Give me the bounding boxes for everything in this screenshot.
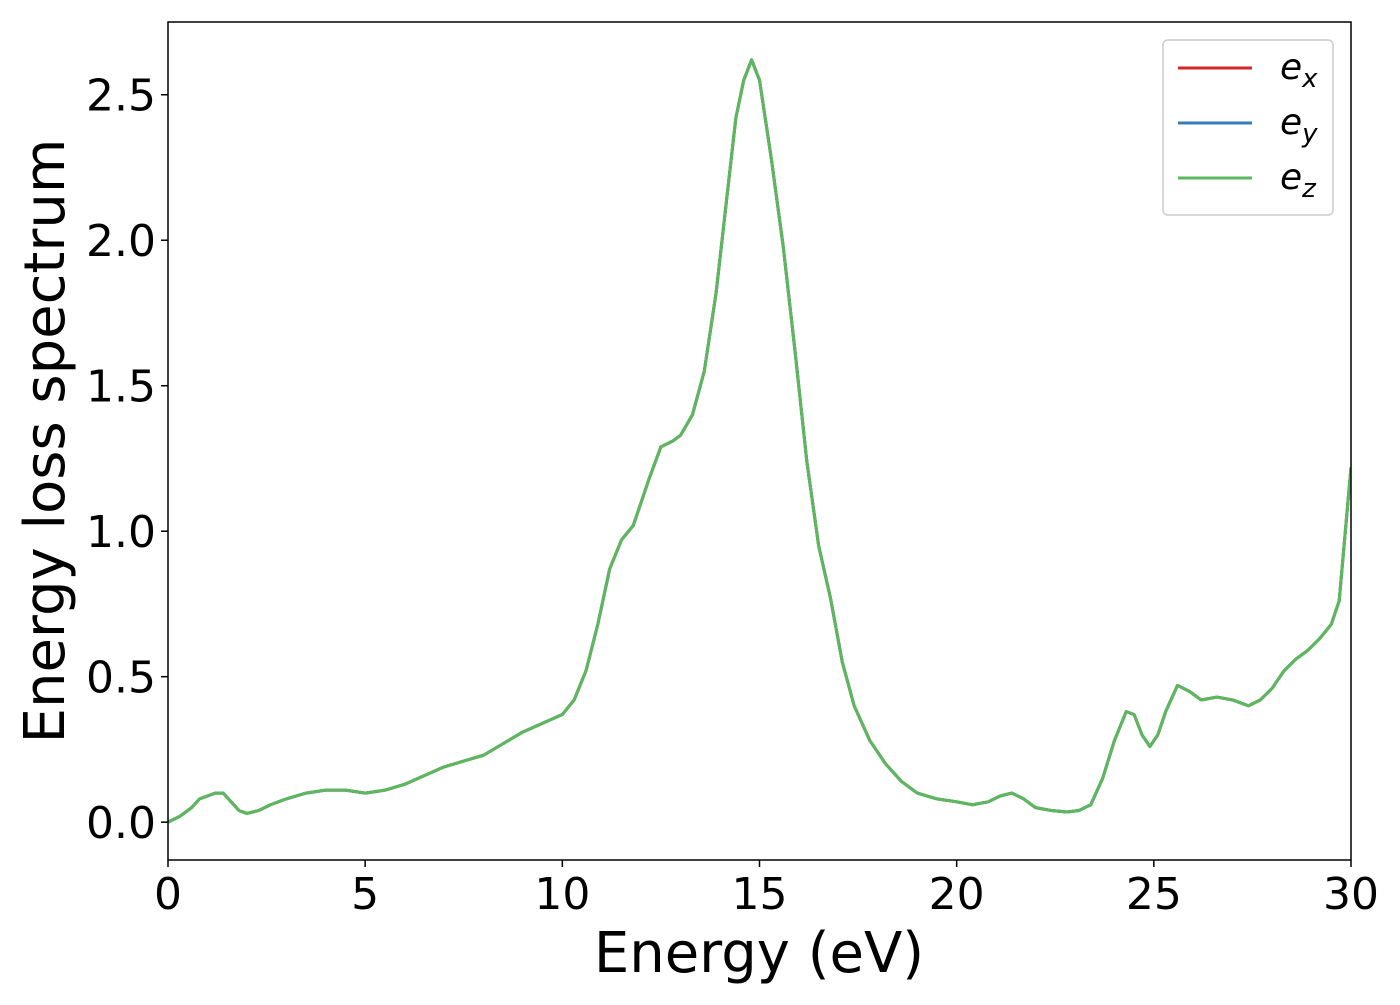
x-axis-ticks: 0 5 10 15 20 25 30 xyxy=(154,860,1379,920)
y-tick-label: 2.5 xyxy=(86,71,156,122)
y-axis-ticks: 0.0 0.5 1.0 1.5 2.0 2.5 xyxy=(86,71,168,849)
series-line-ez xyxy=(168,58,1351,824)
x-tick-label: 10 xyxy=(534,869,590,920)
y-axis-label: Energy loss spectrum xyxy=(13,139,78,744)
legend-label-ez: ez xyxy=(1280,157,1317,204)
y-tick-label: 0.5 xyxy=(86,653,156,704)
y-tick-label: 1.0 xyxy=(86,507,156,558)
y-tick-label: 1.5 xyxy=(86,362,156,413)
x-axis-label: Energy (eV) xyxy=(594,921,924,986)
legend-label-ey: ey xyxy=(1280,102,1318,149)
x-tick-label: 25 xyxy=(1126,869,1182,920)
legend: ex ey ez xyxy=(1162,39,1334,216)
y-tick-label: 0.0 xyxy=(86,798,156,849)
x-tick-label: 0 xyxy=(154,869,182,920)
x-tick-label: 20 xyxy=(929,869,985,920)
x-tick-label: 30 xyxy=(1323,869,1379,920)
x-tick-label: 5 xyxy=(351,869,379,920)
legend-label-ex: ex xyxy=(1280,47,1318,94)
x-tick-label: 15 xyxy=(732,869,788,920)
y-tick-label: 2.0 xyxy=(86,216,156,267)
legend-box xyxy=(1162,39,1334,216)
